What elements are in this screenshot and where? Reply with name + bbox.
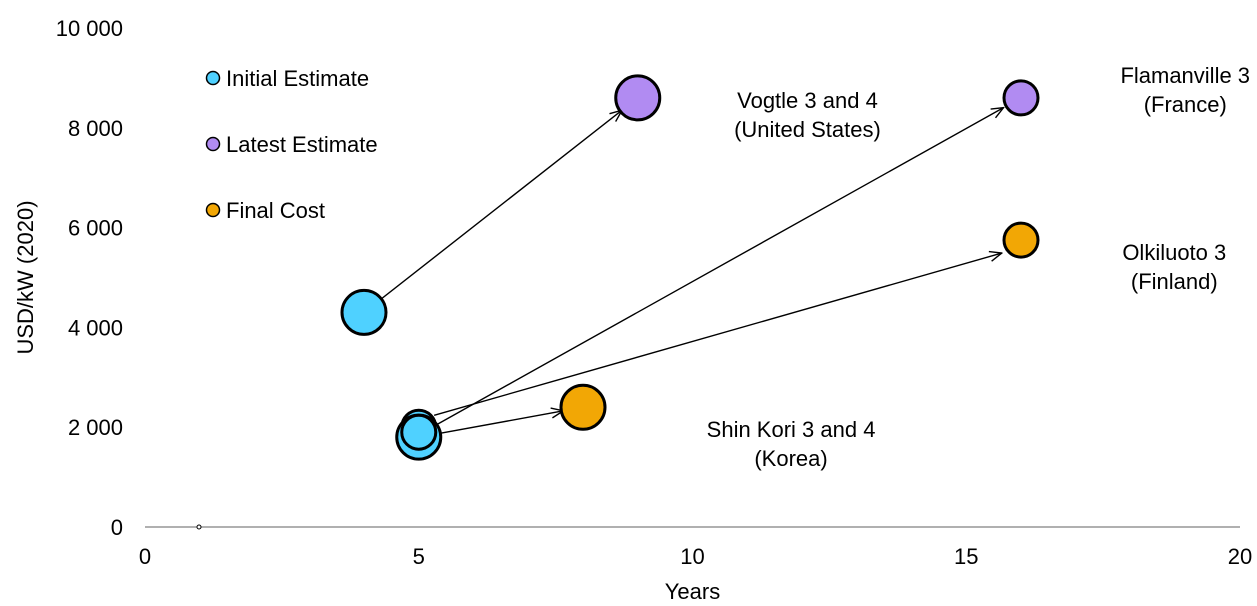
annotation-line: (Korea) [754,446,827,471]
origin-marker [196,524,202,530]
arrows [376,108,1004,435]
data-point [340,288,388,336]
y-tick-label: 4 000 [68,315,123,340]
legend-label: Initial Estimate [226,66,369,91]
axes: 0 2 000 4 000 6 000 8 000 10 000 0 5 10 15 20 [56,16,1253,569]
legend: Initial Estimate Latest Estimate Final Cos… [205,66,378,223]
annotation-label: Flamanville 3 (France) [1120,63,1250,117]
arrow [434,411,563,435]
annotation-label: Olkiluoto 3 (Finland) [1122,240,1226,294]
arrow [432,108,1004,428]
annotation-line: (France) [1144,92,1227,117]
arrow [433,253,1002,416]
x-tick-label: 10 [680,544,704,569]
data-point [1002,79,1040,117]
annotation-label: Shin Kori 3 and 4 (Korea) [707,417,876,471]
x-tick-label: 20 [1228,544,1252,569]
annotation-line: (Finland) [1131,269,1218,294]
x-tick-label: 5 [413,544,425,569]
y-tick-label: 8 000 [68,116,123,141]
annotation-line: Flamanville 3 [1120,63,1250,88]
y-tick-label: 2 000 [68,415,123,440]
y-tick-label: 10 000 [56,16,123,41]
annotation-label: Vogtle 3 and 4 (United States) [734,88,881,142]
x-axis-title: Years [665,579,720,604]
y-axis-title: USD/kW (2020) [13,200,38,354]
x-tick-label: 0 [139,544,151,569]
data-point [400,413,438,451]
data-points [196,74,1040,530]
arrow [376,110,622,304]
data-point [559,383,607,431]
y-tick-label: 0 [111,515,123,540]
legend-marker [205,202,221,218]
annotation-line: Olkiluoto 3 [1122,240,1226,265]
legend-label: Final Cost [226,198,325,223]
data-point [1002,221,1040,259]
legend-label: Latest Estimate [226,132,378,157]
legend-marker [205,136,221,152]
annotation-line: (United States) [734,117,881,142]
y-tick-label: 6 000 [68,216,123,241]
annotation-line: Shin Kori 3 and 4 [707,417,876,442]
data-point [614,74,662,122]
legend-marker [205,70,221,86]
annotations: Vogtle 3 and 4 (United States) Flamanville… [707,63,1250,471]
annotation-line: Vogtle 3 and 4 [737,88,878,113]
x-tick-label: 15 [954,544,978,569]
